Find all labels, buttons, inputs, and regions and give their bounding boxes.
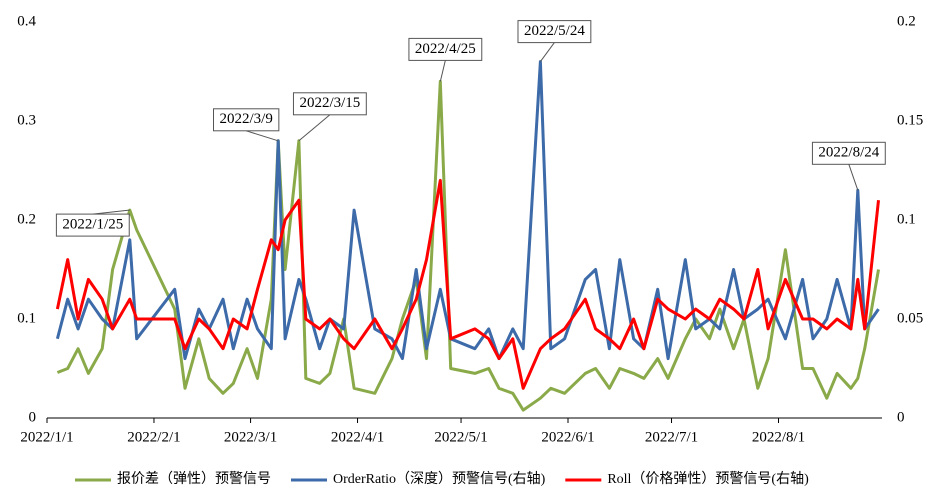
y-tick-label: 0.2: [17, 211, 36, 227]
annotation-label: 2022/5/24: [524, 23, 585, 39]
y-tick-label: 0.1: [17, 310, 36, 326]
legend-label: OrderRatio（深度）预警信号(右轴): [333, 471, 546, 487]
annotation: 2022/3/15: [292, 92, 367, 142]
x-tick-label: 2022/2/1: [127, 429, 180, 445]
annotation: 2022/8/24: [811, 141, 886, 191]
annotation-leader: [92, 209, 130, 215]
annotation-label: 2022/1/25: [62, 217, 123, 233]
series-line: [55, 60, 880, 361]
annotation-leader: [540, 42, 555, 62]
y2-tick-label: 0: [897, 409, 905, 425]
x-tick-label: 2022/6/1: [541, 429, 594, 445]
x-tick-label: 2022/3/1: [224, 429, 277, 445]
annotation-label: 2022/3/15: [299, 95, 360, 111]
x-tick-label: 2022/7/1: [645, 429, 698, 445]
x-tick-label: 2022/5/1: [434, 429, 487, 445]
annotation-label: 2022/4/25: [415, 41, 476, 57]
x-tick-label: 2022/1/1: [20, 429, 73, 445]
series-line: [56, 79, 880, 412]
y2-tick-label: 0.1: [897, 211, 916, 227]
annotation-box: [811, 141, 886, 165]
annotation-box: [213, 108, 280, 132]
annotation-label: 2022/8/24: [818, 145, 879, 161]
legend-label: Roll（价格弹性）预警信号(右轴): [607, 471, 809, 487]
annotation-leader: [246, 130, 279, 142]
y-tick-label: 0.3: [17, 112, 36, 128]
x-tick-label: 2022/8/1: [752, 429, 805, 445]
annotation-box: [517, 20, 592, 44]
annotation-leader: [848, 164, 859, 191]
annotation: 2022/4/25: [408, 37, 483, 82]
annotation-box: [292, 92, 367, 116]
annotation-box: [55, 213, 130, 237]
annotation: 2022/1/25: [55, 209, 130, 237]
annotation: 2022/5/24: [517, 20, 592, 62]
y-tick-label: 0.4: [17, 13, 36, 29]
y2-tick-label: 0.2: [897, 13, 916, 29]
y-tick-label: 0: [29, 409, 37, 425]
annotation: 2022/3/9: [213, 108, 280, 142]
x-tick-label: 2022/4/1: [331, 429, 384, 445]
y2-tick-label: 0.05: [897, 310, 923, 326]
legend-label: 报价差（弹性）预警信号: [117, 471, 271, 487]
annotation-label: 2022/3/9: [220, 111, 273, 127]
annotation-leader: [298, 114, 331, 142]
annotation-leader: [439, 60, 446, 82]
annotation-box: [408, 37, 483, 61]
series-line: [55, 178, 880, 390]
y2-tick-label: 0.15: [897, 112, 923, 128]
